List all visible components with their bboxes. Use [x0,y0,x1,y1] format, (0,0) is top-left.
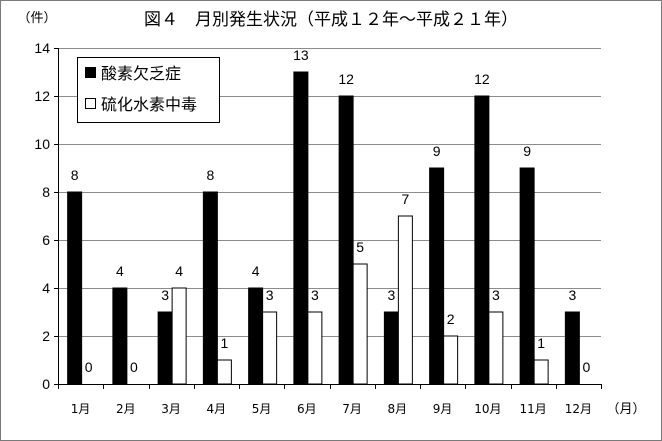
bar-hydrogen-sulfide-7 [352,263,368,385]
data-label-oxygen-deficiency-9: 9 [433,143,441,159]
data-label-oxygen-deficiency-12: 3 [568,287,576,303]
y-tick-label: 14 [34,40,50,56]
data-label-oxygen-deficiency-1: 8 [71,167,79,183]
y-tick-label: 12 [34,88,50,104]
chart-title: 図４ 月別発生状況（平成１２年～平成２１年） [144,10,518,30]
data-label-hydrogen-sulfide-6: 3 [311,287,319,303]
legend-swatch-hydrogen-sulfide [85,98,96,109]
data-label-hydrogen-sulfide-1: 0 [85,359,93,375]
legend: 酸素欠乏症 硫化水素中毒 [77,57,220,123]
bar-oxygen-deficiency-11 [519,167,535,385]
x-category-label: 10月 [474,402,501,416]
y-tick-label: 0 [42,376,50,392]
bar-hydrogen-sulfide-5 [262,311,278,385]
data-label-hydrogen-sulfide-3: 4 [175,263,183,279]
bar-hydrogen-sulfide-11 [533,359,549,385]
legend-label-hydrogen-sulfide: 硫化水素中毒 [101,95,197,114]
x-category-label: 5月 [252,402,272,416]
data-label-oxygen-deficiency-4: 8 [206,167,214,183]
x-category-label: 9月 [433,402,453,416]
data-label-oxygen-deficiency-8: 3 [387,287,395,303]
data-label-oxygen-deficiency-11: 9 [523,143,531,159]
bar-hydrogen-sulfide-8 [397,215,413,385]
bar-oxygen-deficiency-12 [564,311,580,385]
bar-hydrogen-sulfide-6 [307,311,323,385]
bars [67,71,580,385]
y-tick-label: 10 [34,136,50,152]
data-label-hydrogen-sulfide-5: 3 [266,287,274,303]
x-category-label: 12月 [565,402,592,416]
bar-oxygen-deficiency-2 [112,287,128,385]
bar-oxygen-deficiency-7 [338,95,354,385]
data-label-hydrogen-sulfide-12: 0 [582,359,590,375]
x-category-label: 3月 [161,402,181,416]
x-category-label: 6月 [297,402,317,416]
y-tick-label: 4 [42,280,50,296]
y-tick-label: 2 [42,328,50,344]
data-label-hydrogen-sulfide-9: 2 [447,311,455,327]
x-category-label: 1月 [71,402,91,416]
x-category-label: 11月 [519,402,546,416]
bar-oxygen-deficiency-5 [248,287,264,385]
data-label-hydrogen-sulfide-4: 1 [220,335,228,351]
x-category-label: 4月 [207,402,227,416]
data-label-oxygen-deficiency-5: 4 [252,263,260,279]
gridlines [58,48,601,337]
bar-hydrogen-sulfide-9 [443,335,459,385]
data-label-hydrogen-sulfide-2: 0 [130,359,138,375]
bar-oxygen-deficiency-3 [157,311,173,385]
bar-hydrogen-sulfide-4 [216,359,232,385]
y-tick-label: 6 [42,232,50,248]
bar-oxygen-deficiency-4 [202,191,218,385]
axes [54,48,602,389]
y-axis-unit-label: （件） [17,11,56,26]
data-label-oxygen-deficiency-3: 3 [161,287,169,303]
x-category-label: 7月 [342,402,362,416]
legend-box [77,57,220,123]
bar-hydrogen-sulfide-3 [171,287,187,385]
data-label-oxygen-deficiency-10: 12 [474,71,490,87]
x-category-label: 2月 [116,402,136,416]
bar-hydrogen-sulfide-10 [488,311,504,385]
x-category-label: 8月 [388,402,408,416]
bar-oxygen-deficiency-9 [429,167,445,385]
data-label-hydrogen-sulfide-11: 1 [537,335,545,351]
data-label-oxygen-deficiency-2: 4 [116,263,124,279]
data-label-hydrogen-sulfide-10: 3 [492,287,500,303]
y-tick-label: 8 [42,184,50,200]
data-label-oxygen-deficiency-6: 13 [293,47,309,63]
data-label-hydrogen-sulfide-8: 7 [401,191,409,207]
data-label-hydrogen-sulfide-7: 5 [356,239,364,255]
bar-oxygen-deficiency-10 [474,95,490,385]
bar-oxygen-deficiency-8 [383,311,399,385]
legend-label-oxygen-deficiency: 酸素欠乏症 [101,64,181,83]
bar-oxygen-deficiency-6 [293,71,309,385]
x-axis-unit-label: （月） [606,402,645,417]
bar-oxygen-deficiency-1 [67,191,83,385]
data-label-oxygen-deficiency-7: 12 [338,71,354,87]
legend-swatch-oxygen-deficiency [85,67,96,78]
